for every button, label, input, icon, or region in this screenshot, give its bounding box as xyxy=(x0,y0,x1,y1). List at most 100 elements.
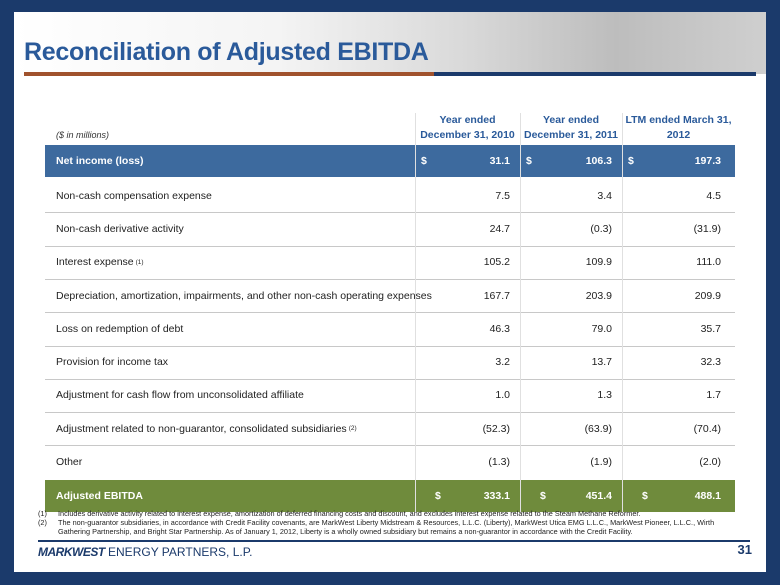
value: 46.3 xyxy=(489,322,510,335)
table-row: Non-cash compensation expense 7.5 3.4 4.5 xyxy=(45,179,735,212)
row-label: Adjustment for cash flow from unconsolid… xyxy=(56,379,304,412)
column-header: Year ended December 31, 2010 xyxy=(420,114,515,141)
value: 7.5 xyxy=(495,189,510,202)
row-label: Depreciation, amortization, impairments,… xyxy=(56,279,432,312)
value: 105.2 xyxy=(483,256,510,269)
value: 13.7 xyxy=(591,356,612,369)
footnote: (1) Includes derivative activity related … xyxy=(38,509,738,518)
footnote: (2) The non-guarantor subsidiaries, in ac… xyxy=(38,518,738,536)
value: 1.0 xyxy=(495,389,510,402)
value: 32.3 xyxy=(700,356,721,369)
value: (70.4) xyxy=(693,422,721,435)
footer-rule xyxy=(38,540,750,542)
row-label: Interest expense (1) xyxy=(56,246,144,279)
row-label-text: Net income (loss) xyxy=(56,155,144,167)
currency-sign: $ xyxy=(628,155,634,167)
row-label: Other xyxy=(56,445,82,478)
title-rule xyxy=(24,72,434,76)
value: 3.2 xyxy=(495,356,510,369)
value: 35.7 xyxy=(700,322,721,335)
row-label: Non-cash compensation expense xyxy=(56,179,212,212)
currency-sign: $ xyxy=(526,155,532,167)
value: 333.1 xyxy=(483,489,510,502)
value: 31.1 xyxy=(489,155,510,167)
column-divider xyxy=(520,113,521,512)
row-label-text: Non-cash compensation expense xyxy=(56,189,212,202)
row-divider xyxy=(45,278,735,280)
row-divider xyxy=(45,345,735,347)
row-divider xyxy=(45,212,735,214)
value: (52.3) xyxy=(482,422,510,435)
value: (1.9) xyxy=(590,456,612,469)
row-label: Adjustment related to non-guarantor, con… xyxy=(56,412,357,445)
value: 79.0 xyxy=(591,322,612,335)
footnote-marker: (2) xyxy=(38,518,47,527)
title: Reconciliation of Adjusted EBITDA xyxy=(24,38,429,66)
value: 203.9 xyxy=(585,289,612,302)
value: 451.4 xyxy=(585,489,612,502)
highlight-row: Adjusted EBITDA $333.1 $451.4 $488.1 xyxy=(45,479,735,512)
footnote-marker: (1) xyxy=(38,509,47,518)
row-label: Provision for income tax xyxy=(56,346,168,379)
value: 109.9 xyxy=(585,256,612,269)
row-label: Loss on redemption of debt xyxy=(56,312,183,345)
row-divider xyxy=(45,412,735,414)
row-divider xyxy=(45,312,735,314)
table-row: Loss on redemption of debt 46.3 79.0 35.7 xyxy=(45,312,735,345)
row-label-text: Depreciation, amortization, impairments,… xyxy=(56,289,432,302)
table-row: Adjustment for cash flow from unconsolid… xyxy=(45,379,735,412)
column-header: LTM ended March 31, 2012 xyxy=(625,114,732,141)
title-rule xyxy=(434,72,756,76)
table-row: Depreciation, amortization, impairments,… xyxy=(45,279,735,312)
units-note: ($ in millions) xyxy=(56,130,110,140)
table-row: Adjustment related to non-guarantor, con… xyxy=(45,412,735,445)
highlight-row: Net income (loss) $31.1 $106.3 $197.3 xyxy=(45,145,735,177)
row-label: Net income (loss) xyxy=(56,145,144,177)
row-label-text: Adjustment for cash flow from unconsolid… xyxy=(56,389,304,402)
value: 197.3 xyxy=(694,155,721,167)
row-label-text: Interest expense xyxy=(56,256,134,269)
footnote-ref: (2) xyxy=(348,425,357,433)
value: 488.1 xyxy=(694,489,721,502)
row-label: Adjusted EBITDA xyxy=(56,480,143,512)
row-label-text: Non-cash derivative activity xyxy=(56,222,184,235)
page-number: 31 xyxy=(737,542,752,557)
value: 209.9 xyxy=(694,289,721,302)
footnote-text: The non-guarantor subsidiaries, in accor… xyxy=(58,518,715,536)
table-row: Interest expense (1) 105.2 109.9 111.0 xyxy=(45,246,735,279)
table-row: Other (1.3) (1.9) (2.0) xyxy=(45,445,735,478)
footnote-ref: (1) xyxy=(135,258,144,266)
currency-sign: $ xyxy=(435,489,441,502)
value: 3.4 xyxy=(597,189,612,202)
column-header: Year ended December 31, 2011 xyxy=(524,114,618,141)
value: (0.3) xyxy=(590,222,612,235)
table-row: Provision for income tax 3.2 13.7 32.3 xyxy=(45,346,735,379)
currency-sign: $ xyxy=(642,489,648,502)
value: (63.9) xyxy=(584,422,612,435)
value: 4.5 xyxy=(706,189,721,202)
column-divider xyxy=(415,113,416,512)
column-divider xyxy=(622,113,623,512)
currency-sign: $ xyxy=(421,155,427,167)
value: (31.9) xyxy=(693,222,721,235)
row-label-text: Other xyxy=(56,456,83,469)
row-divider xyxy=(45,445,735,447)
row-label-text: Adjusted EBITDA xyxy=(56,489,143,502)
slide: Reconciliation of Adjusted EBITDA ($ in … xyxy=(14,12,766,572)
currency-sign: $ xyxy=(540,489,546,502)
value: 106.3 xyxy=(585,155,612,167)
value: 1.7 xyxy=(706,389,721,402)
table-row: Non-cash derivative activity 24.7 (0.3) (31… xyxy=(45,212,735,245)
row-divider xyxy=(45,378,735,380)
value: 1.3 xyxy=(597,389,612,402)
row-label: Non-cash derivative activity xyxy=(56,212,184,245)
row-label-text: Adjustment related to non-guarantor, con… xyxy=(56,422,347,435)
value: 111.0 xyxy=(696,256,721,269)
value: 24.7 xyxy=(489,222,510,235)
footnote-text: Includes derivative activity related to … xyxy=(58,509,641,518)
logo-text: ENERGY PARTNERS, L.P. xyxy=(108,545,253,559)
logo: MARKWEST ENERGY PARTNERS, L.P. xyxy=(38,545,253,559)
value: (2.0) xyxy=(699,456,721,469)
row-divider xyxy=(45,245,735,247)
row-label-text: Provision for income tax xyxy=(56,356,169,369)
